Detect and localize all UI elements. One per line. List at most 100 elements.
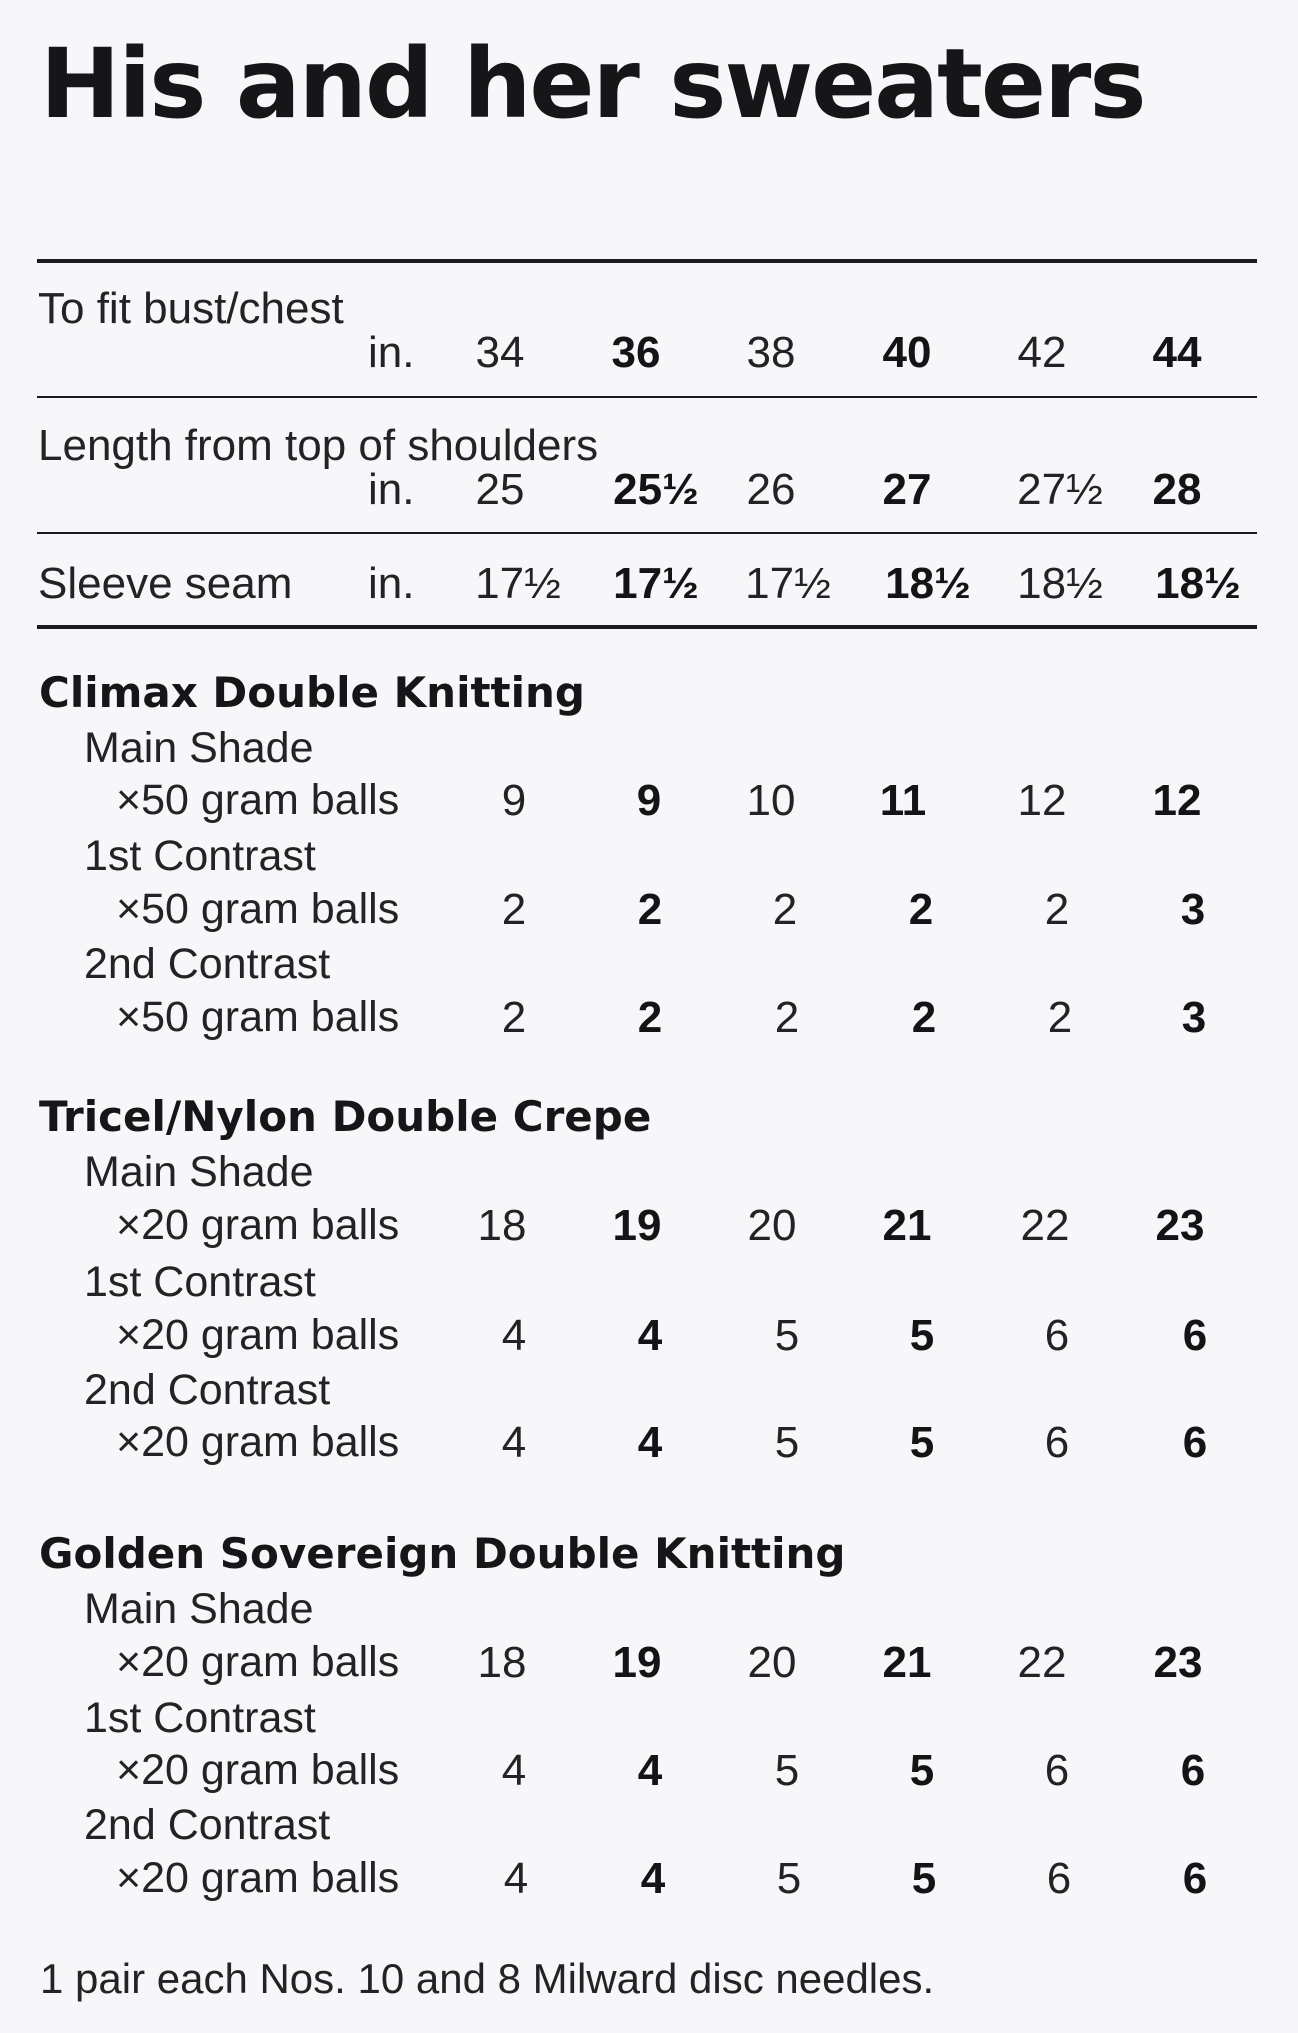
sleeve-value: 17½ [475, 559, 561, 608]
shade-label: Main Shade [84, 724, 314, 772]
ball-count: 19 [612, 1201, 662, 1250]
sleeve-value: 17½ [613, 559, 699, 608]
sleeve-value: 18½ [1017, 559, 1103, 608]
ball-count: 3 [1181, 993, 1207, 1042]
balls-label: ×20 gram balls [116, 1418, 400, 1466]
ball-count: 2 [637, 993, 663, 1042]
ball-count: 4 [501, 1418, 527, 1467]
ball-count: 4 [637, 1418, 663, 1467]
ball-count: 9 [636, 776, 662, 825]
balls-label: ×50 gram balls [116, 885, 400, 933]
measure-label-bust: To fit bust/chest [38, 284, 344, 333]
ball-count: 4 [637, 1746, 663, 1795]
ball-count: 6 [1182, 1854, 1208, 1903]
ball-count: 5 [774, 1418, 800, 1467]
ball-count: 3 [1180, 885, 1206, 934]
length-value: 26 [746, 465, 796, 514]
ball-count: 23 [1153, 1638, 1203, 1687]
length-value: 27½ [1017, 465, 1103, 514]
ball-count: 6 [1044, 1418, 1070, 1467]
shade-label: Main Shade [84, 1148, 314, 1196]
balls-label: ×50 gram balls [116, 776, 400, 824]
size-value: 36 [611, 328, 661, 377]
ball-count: 20 [747, 1201, 797, 1250]
balls-label: ×20 gram balls [116, 1638, 400, 1686]
ball-count: 2 [908, 885, 934, 934]
balls-label: ×20 gram balls [116, 1746, 400, 1794]
ball-count: 10 [746, 776, 796, 825]
ball-count: 5 [774, 1746, 800, 1795]
ball-count: 2 [501, 885, 527, 934]
measure-unit: in. [368, 465, 415, 514]
ball-count: 5 [909, 1311, 935, 1360]
ball-count: 5 [911, 1854, 937, 1903]
ball-count: 5 [776, 1854, 802, 1903]
ball-count: 2 [1044, 885, 1070, 934]
needles-note: 1 pair each Nos. 10 and 8 Milward disc n… [40, 1955, 935, 2002]
shade-label: 2nd Contrast [84, 1366, 331, 1414]
ball-count: 4 [640, 1854, 666, 1903]
ball-count: 4 [501, 1311, 527, 1360]
ball-count: 6 [1044, 1746, 1070, 1795]
ball-count: 6 [1046, 1854, 1072, 1903]
ball-count: 5 [909, 1746, 935, 1795]
ball-count: 2 [1047, 993, 1073, 1042]
shade-label: 1st Contrast [84, 1694, 316, 1742]
balls-label: ×20 gram balls [116, 1201, 400, 1249]
length-value: 28 [1152, 465, 1202, 514]
ball-count: 22 [1017, 1638, 1067, 1687]
ball-count: 4 [503, 1854, 529, 1903]
balls-label: ×20 gram balls [116, 1854, 400, 1902]
ball-count: 19 [612, 1638, 662, 1687]
ball-count: 2 [774, 993, 800, 1042]
ball-count: 2 [911, 993, 937, 1042]
ball-count: 22 [1020, 1201, 1070, 1250]
ball-count: 2 [772, 885, 798, 934]
measure-label-length: Length from top of shoulders [38, 421, 599, 470]
sleeve-value: 18½ [1155, 559, 1241, 608]
ball-count: 21 [882, 1201, 932, 1250]
rule-bottom [37, 625, 1257, 629]
balls-label: ×50 gram balls [116, 993, 400, 1041]
ball-count: 23 [1155, 1201, 1205, 1250]
measure-unit: in. [368, 559, 415, 608]
ball-count: 21 [882, 1638, 932, 1687]
ball-count: 18 [477, 1201, 527, 1250]
size-value: 34 [475, 328, 525, 377]
yarn-heading: Golden Sovereign Double Knitting [39, 1529, 846, 1578]
ball-count: 2 [637, 885, 663, 934]
yarn-heading: Climax Double Knitting [39, 668, 585, 717]
measure-unit: in. [368, 328, 415, 377]
sleeve-value: 17½ [745, 559, 831, 608]
length-value: 25½ [613, 465, 699, 514]
size-value: 42 [1017, 328, 1067, 377]
ball-count: 20 [747, 1638, 797, 1687]
sleeve-value: 18½ [885, 559, 971, 608]
ball-count: 12 [1017, 776, 1067, 825]
ball-count: 2 [501, 993, 527, 1042]
shade-label: Main Shade [84, 1585, 314, 1633]
ball-count: 5 [909, 1418, 935, 1467]
rule-divider [37, 396, 1257, 398]
rule-top [37, 259, 1257, 263]
rule-divider [37, 532, 1257, 534]
ball-count: 11 [879, 776, 927, 825]
length-value: 27 [882, 465, 932, 514]
size-value: 40 [882, 328, 932, 377]
ball-count: 5 [774, 1311, 800, 1360]
measure-label-sleeve: Sleeve seam [38, 559, 293, 608]
ball-count: 6 [1182, 1418, 1208, 1467]
ball-count: 9 [501, 776, 527, 825]
ball-count: 6 [1044, 1311, 1070, 1360]
shade-label: 2nd Contrast [84, 940, 331, 988]
ball-count: 12 [1152, 776, 1202, 825]
balls-label: ×20 gram balls [116, 1311, 400, 1359]
ball-count: 4 [501, 1746, 527, 1795]
ball-count: 6 [1182, 1311, 1208, 1360]
shade-label: 1st Contrast [84, 1258, 316, 1306]
ball-count: 18 [477, 1638, 527, 1687]
shade-label: 2nd Contrast [84, 1801, 331, 1849]
shade-label: 1st Contrast [84, 832, 316, 880]
ball-count: 4 [637, 1311, 663, 1360]
size-value: 44 [1152, 328, 1202, 377]
